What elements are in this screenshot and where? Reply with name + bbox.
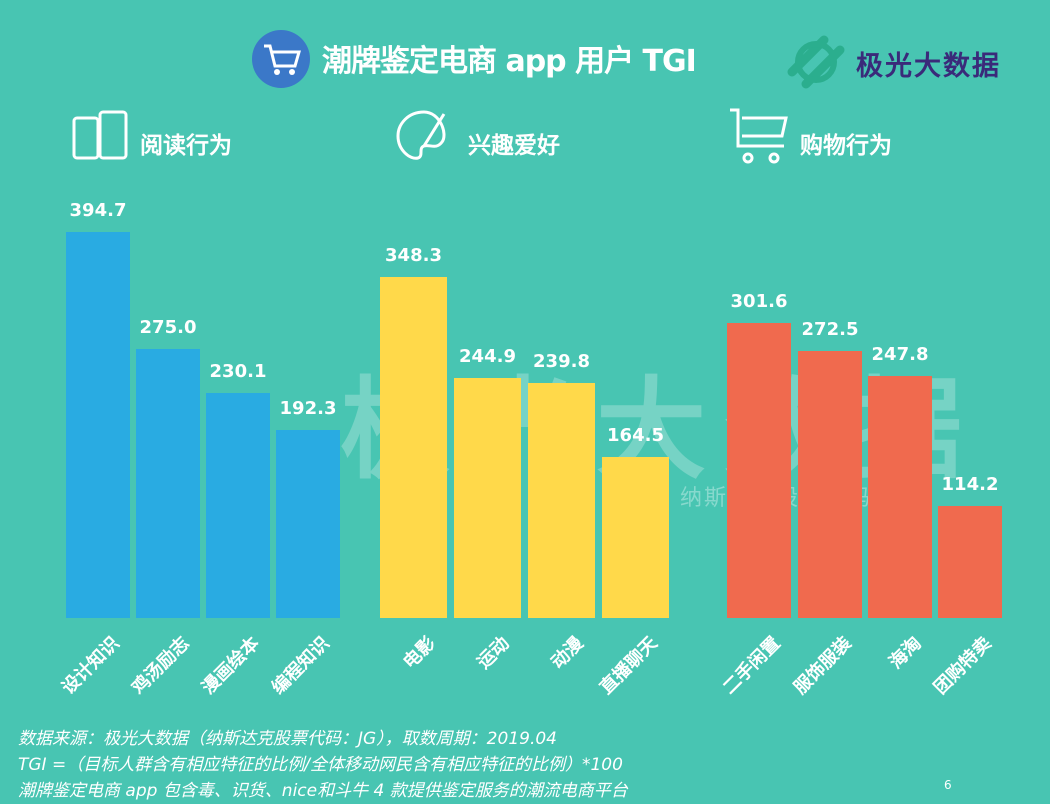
page-title: 潮牌鉴定电商 app 用户 TGI <box>322 44 697 79</box>
category-label: 运动 <box>472 632 514 674</box>
category-label: 漫画绘本 <box>197 632 264 699</box>
logo-text: 极光大数据 <box>856 51 1001 82</box>
footnote-apps: 潮牌鉴定电商 app 包含毒、识货、nice和斗牛 4 款提供鉴定服务的潮流电商… <box>18 781 628 801</box>
books-icon <box>70 108 132 168</box>
data-label: 192.3 <box>279 397 337 419</box>
bar <box>528 383 595 618</box>
jiguang-logo-icon <box>784 32 848 96</box>
category-label: 设计知识 <box>57 632 124 699</box>
footnote-source: 数据来源：极光大数据（纳斯达克股票代码：JG），取数周期：2019.04 <box>18 729 557 749</box>
bar <box>66 231 130 618</box>
bar <box>136 349 200 618</box>
bar <box>868 375 932 618</box>
category-label: 服饰服装 <box>789 632 856 699</box>
data-label: 239.8 <box>533 351 590 373</box>
bar <box>206 392 270 618</box>
data-label: 348.3 <box>385 245 442 267</box>
bar <box>602 457 669 618</box>
bar <box>938 506 1002 618</box>
data-label: 230.1 <box>209 360 267 382</box>
data-label: 114.2 <box>941 474 999 496</box>
category-label: 动漫 <box>546 632 588 674</box>
data-label: 244.9 <box>459 346 516 368</box>
bar <box>380 277 447 618</box>
palette-icon <box>394 106 454 170</box>
bar <box>727 323 791 618</box>
page-number: 6 <box>944 778 952 792</box>
data-label: 275.0 <box>139 317 197 339</box>
data-label: 247.8 <box>871 343 929 365</box>
bar <box>798 351 862 618</box>
data-label: 272.5 <box>801 319 859 341</box>
bar <box>454 378 521 618</box>
category-label: 鸡汤励志 <box>127 632 194 699</box>
category-label: 海淘 <box>885 632 926 674</box>
bar <box>276 429 340 618</box>
data-label: 394.7 <box>69 199 127 221</box>
category-label: 直播聊天 <box>595 632 662 699</box>
app-cart-icon <box>252 30 310 88</box>
category-label: 团购特卖 <box>929 632 996 699</box>
category-label: 电影 <box>398 632 440 674</box>
section-title-hobby: 兴趣爱好 <box>468 133 560 159</box>
footnote-tgi: TGI =（目标人群含有相应特征的比例/全体移动网民含有相应特征的比例）*100 <box>18 755 623 775</box>
section-title-reading: 阅读行为 <box>140 133 232 159</box>
section-title-shopping: 购物行为 <box>800 133 892 159</box>
data-label: 301.6 <box>730 291 788 313</box>
data-label: 164.5 <box>607 425 664 447</box>
cart-icon <box>728 104 792 170</box>
category-label: 编程知识 <box>267 632 334 699</box>
category-label: 二手闲置 <box>718 632 785 699</box>
